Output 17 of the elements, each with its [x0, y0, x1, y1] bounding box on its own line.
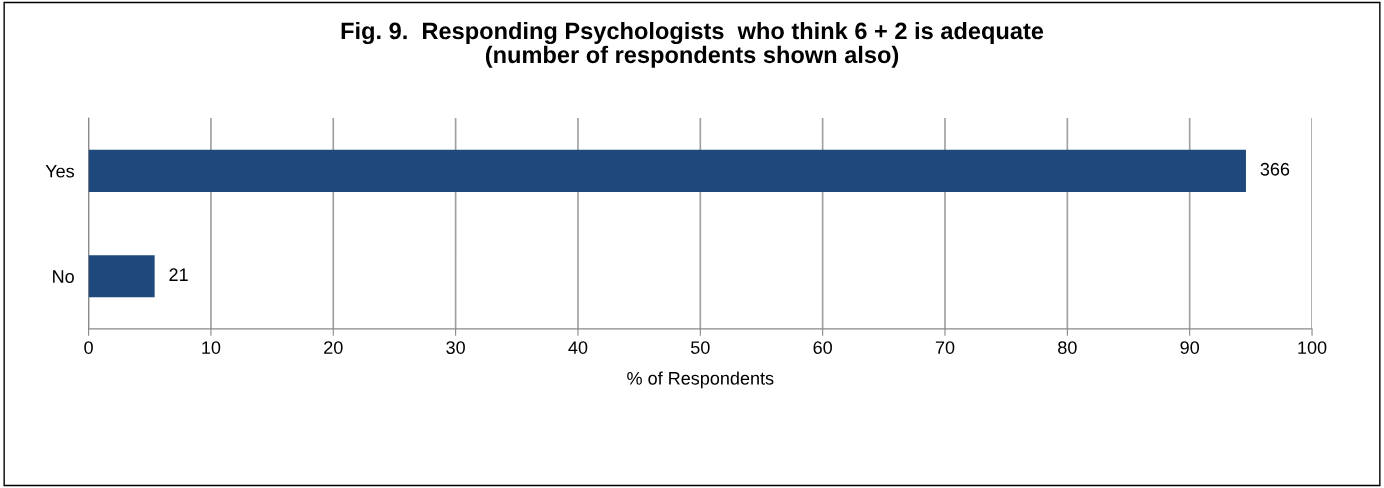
y-tick-label: Yes — [45, 164, 75, 178]
x-tick-label: 50 — [690, 341, 710, 354]
x-tick-label: 0 — [84, 341, 93, 354]
x-tick-label: 20 — [324, 341, 343, 354]
chart-title: Fig. 9. Responding Psychologists who think 6 + 2 is adequate (number of respondents shown also) — [341, 21, 1044, 68]
x-tick-label: 90 — [1180, 341, 1200, 354]
x-tick-label: 30 — [446, 341, 465, 354]
x-tick-label: 60 — [813, 341, 832, 354]
x-tick-label: 40 — [568, 341, 588, 354]
x-tick-label: 10 — [202, 341, 221, 354]
x-tick-label: 100 — [1298, 341, 1327, 354]
x-tick-label: 70 — [935, 341, 955, 354]
annotation: 366 — [1260, 162, 1290, 176]
annotation: 21 — [169, 268, 188, 281]
y-tick-label: No — [53, 270, 74, 283]
x-tick-label: 80 — [1058, 341, 1077, 354]
x-axis-title: % of Respondents — [627, 371, 774, 389]
